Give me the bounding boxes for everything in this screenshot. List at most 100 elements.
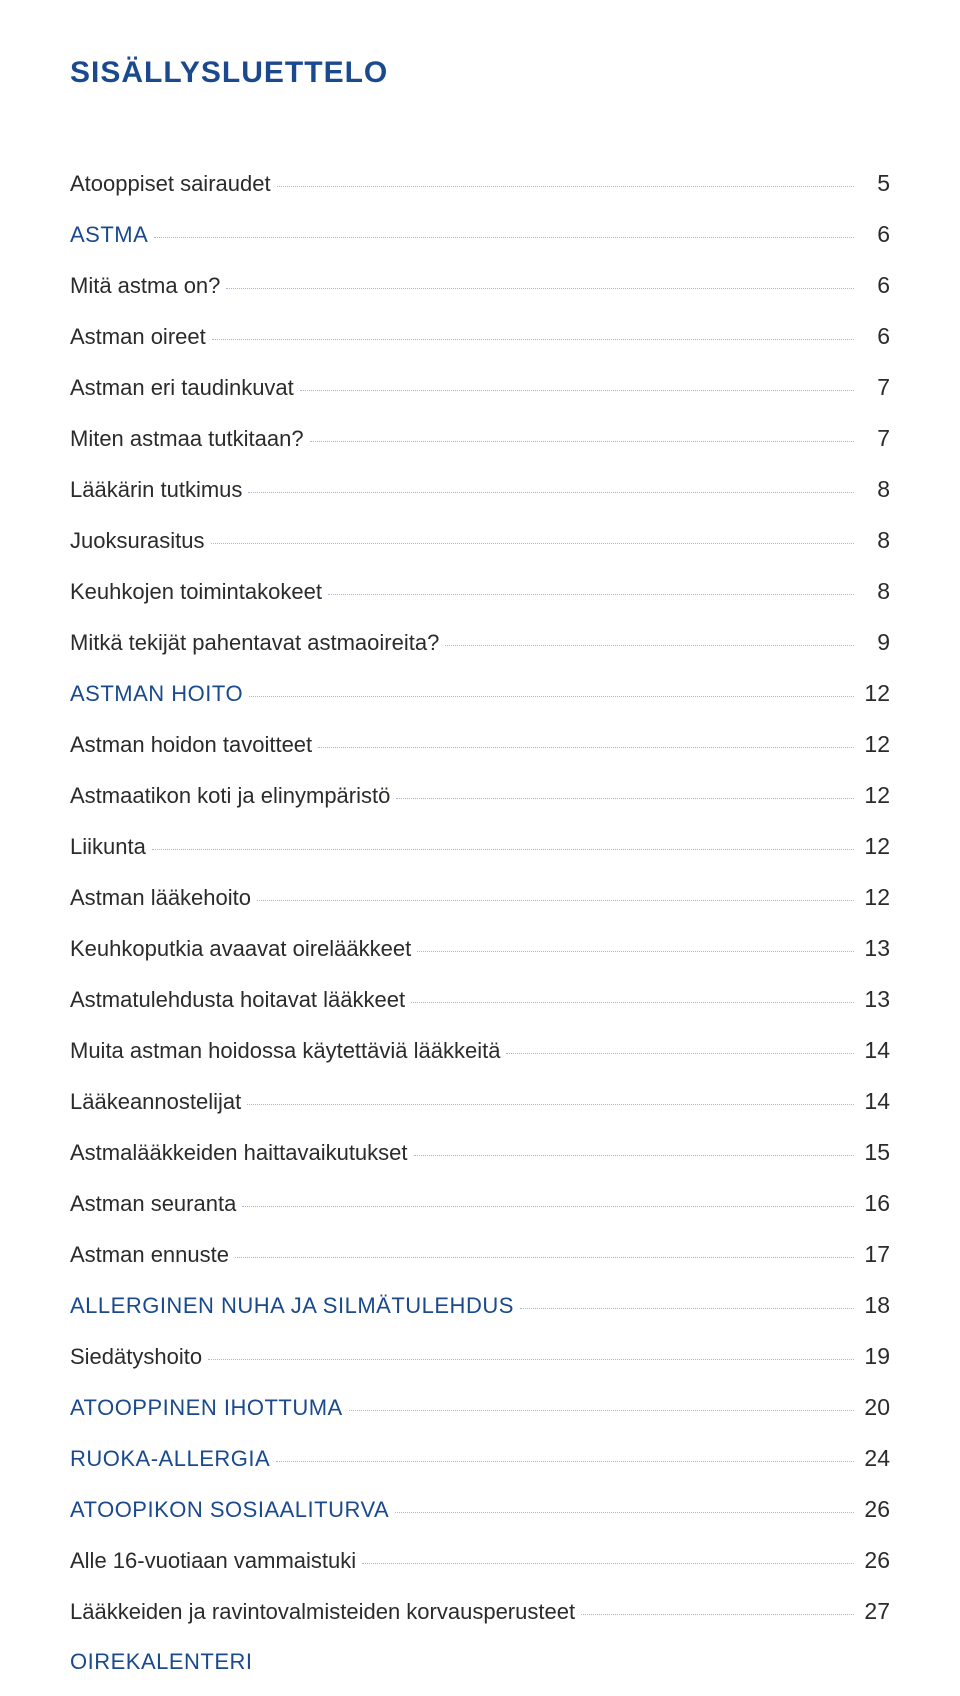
toc-row: Lääkärin tutkimus 8 xyxy=(70,476,890,503)
toc-leader xyxy=(208,1359,854,1360)
toc-row: Lääkeannostelijat 14 xyxy=(70,1088,890,1115)
toc-row: Liikunta 12 xyxy=(70,833,890,860)
toc-item-label: Astmalääkkeiden haittavaikutukset xyxy=(70,1140,408,1166)
toc-leader xyxy=(152,849,854,850)
toc-leader xyxy=(212,339,854,340)
toc-item-label: Lääkärin tutkimus xyxy=(70,477,242,503)
toc-page-number: 6 xyxy=(860,272,890,299)
toc-row: Miten astmaa tutkitaan?7 xyxy=(70,425,890,452)
toc-row: RUOKA-ALLERGIA 24 xyxy=(70,1445,890,1472)
toc-page-number: 24 xyxy=(860,1445,890,1472)
toc-item-label: Keuhkoputkia avaavat oirelääkkeet xyxy=(70,936,411,962)
toc-item-label: Atooppiset sairaudet xyxy=(70,171,271,197)
toc-row: Juoksurasitus8 xyxy=(70,527,890,554)
toc-item-label: Keuhkojen toimintakokeet xyxy=(70,579,322,605)
toc-page-number: 14 xyxy=(860,1088,890,1115)
toc-row: Mitkä tekijät pahentavat astmaoireita? 9 xyxy=(70,629,890,656)
toc-page-number: 6 xyxy=(860,221,890,248)
toc-leader xyxy=(520,1308,854,1309)
toc-page-number: 9 xyxy=(860,629,890,656)
toc-row: Keuhkojen toimintakokeet 8 xyxy=(70,578,890,605)
toc-leader xyxy=(506,1053,854,1054)
toc-page-number: 8 xyxy=(860,527,890,554)
toc-item-label: Astman ennuste xyxy=(70,1242,229,1268)
toc-item-label: Lääkeannostelijat xyxy=(70,1089,241,1115)
toc-row: ALLERGINEN NUHA JA SILMÄTULEHDUS 18 xyxy=(70,1292,890,1319)
toc-item-label: Mitä astma on? xyxy=(70,273,220,299)
toc-item-label: Lääkkeiden ja ravintovalmisteiden korvau… xyxy=(70,1599,575,1625)
toc-row: Atooppiset sairaudet 5 xyxy=(70,170,890,197)
toc-section-label: ATOOPPINEN IHOTTUMA xyxy=(70,1395,343,1421)
toc-item-label: Astman eri taudinkuvat xyxy=(70,375,294,401)
toc-row: OIREKALENTERI xyxy=(70,1649,890,1675)
toc-leader xyxy=(242,1206,854,1207)
toc-page-number: 13 xyxy=(860,935,890,962)
toc-item-label: Muita astman hoidossa käytettäviä lääkke… xyxy=(70,1038,500,1064)
toc-row: ATOOPPINEN IHOTTUMA20 xyxy=(70,1394,890,1421)
toc-leader xyxy=(154,237,854,238)
toc-row: Astmatulehdusta hoitavat lääkkeet 13 xyxy=(70,986,890,1013)
toc-row: Astman hoidon tavoitteet 12 xyxy=(70,731,890,758)
toc-row: Alle 16-vuotiaan vammaistuki26 xyxy=(70,1547,890,1574)
table-of-contents: Atooppiset sairaudet 5 ASTMA 6 Mitä astma on… xyxy=(70,170,890,1675)
toc-page-number: 5 xyxy=(860,170,890,197)
toc-row: Astman eri taudinkuvat 7 xyxy=(70,374,890,401)
toc-page-number: 26 xyxy=(860,1496,890,1523)
toc-row: Astman seuranta16 xyxy=(70,1190,890,1217)
toc-page-number: 6 xyxy=(860,323,890,350)
toc-row: Astman ennuste17 xyxy=(70,1241,890,1268)
toc-leader xyxy=(300,390,854,391)
toc-leader xyxy=(445,645,854,646)
toc-page-number: 12 xyxy=(860,782,890,809)
toc-row: Lääkkeiden ja ravintovalmisteiden korvau… xyxy=(70,1598,890,1625)
toc-item-label: Alle 16-vuotiaan vammaistuki xyxy=(70,1548,356,1574)
toc-page-number: 12 xyxy=(860,731,890,758)
toc-leader xyxy=(581,1614,854,1615)
toc-row: Astman oireet 6 xyxy=(70,323,890,350)
toc-leader xyxy=(417,951,854,952)
toc-leader xyxy=(235,1257,854,1258)
toc-row: ATOOPIKON SOSIAALITURVA26 xyxy=(70,1496,890,1523)
toc-leader xyxy=(257,900,854,901)
toc-leader xyxy=(349,1410,854,1411)
toc-row: Astmalääkkeiden haittavaikutukset15 xyxy=(70,1139,890,1166)
toc-item-label: Miten astmaa tutkitaan? xyxy=(70,426,304,452)
toc-leader xyxy=(247,1104,854,1105)
toc-row: Siedätyshoito19 xyxy=(70,1343,890,1370)
toc-leader xyxy=(226,288,854,289)
toc-leader xyxy=(362,1563,854,1564)
toc-leader xyxy=(396,798,854,799)
toc-item-label: Astmaatikon koti ja elinympäristö xyxy=(70,783,390,809)
toc-leader xyxy=(249,696,854,697)
toc-page-number: 8 xyxy=(860,476,890,503)
toc-section-label: ASTMA xyxy=(70,222,148,248)
toc-section-label: ALLERGINEN NUHA JA SILMÄTULEHDUS xyxy=(70,1293,514,1319)
toc-item-label: Siedätyshoito xyxy=(70,1344,202,1370)
toc-page-number: 8 xyxy=(860,578,890,605)
toc-item-label: Astman seuranta xyxy=(70,1191,236,1217)
toc-page-number: 12 xyxy=(860,680,890,707)
toc-section-label: RUOKA-ALLERGIA xyxy=(70,1446,270,1472)
toc-leader xyxy=(276,1461,854,1462)
toc-page-number: 18 xyxy=(860,1292,890,1319)
toc-leader xyxy=(310,441,854,442)
toc-leader xyxy=(411,1002,854,1003)
toc-leader xyxy=(395,1512,854,1513)
toc-item-label: Astman oireet xyxy=(70,324,206,350)
toc-item-label: Mitkä tekijät pahentavat astmaoireita? xyxy=(70,630,439,656)
toc-leader xyxy=(414,1155,854,1156)
toc-item-label: Liikunta xyxy=(70,834,146,860)
toc-page-number: 12 xyxy=(860,833,890,860)
toc-row: ASTMA 6 xyxy=(70,221,890,248)
toc-page-number: 13 xyxy=(860,986,890,1013)
toc-row: Astman lääkehoito12 xyxy=(70,884,890,911)
toc-page-number: 12 xyxy=(860,884,890,911)
toc-item-label: Astmatulehdusta hoitavat lääkkeet xyxy=(70,987,405,1013)
toc-section-label: ASTMAN HOITO xyxy=(70,681,243,707)
toc-row: Keuhkoputkia avaavat oirelääkkeet 13 xyxy=(70,935,890,962)
toc-leader xyxy=(277,186,854,187)
toc-leader xyxy=(328,594,854,595)
toc-item-label: Astman hoidon tavoitteet xyxy=(70,732,312,758)
toc-row: ASTMAN HOITO 12 xyxy=(70,680,890,707)
toc-page-number: 7 xyxy=(860,374,890,401)
